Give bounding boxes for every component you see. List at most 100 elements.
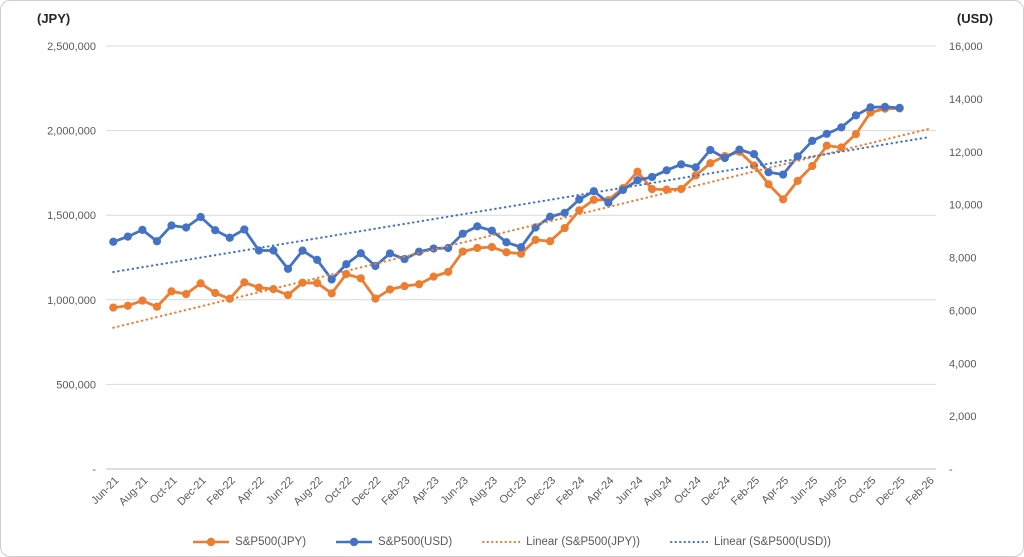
sp500-jpy-marker bbox=[327, 289, 336, 298]
sp500-jpy-marker bbox=[516, 249, 526, 258]
sp500-jpy-marker bbox=[779, 195, 788, 204]
x-axis-tick: Jun-24 bbox=[613, 475, 645, 507]
x-axis-tick: Oct-23 bbox=[497, 475, 529, 507]
sp500-jpy-marker bbox=[152, 302, 162, 311]
x-axis-tick: Feb-25 bbox=[729, 475, 762, 508]
sp500-usd-marker bbox=[400, 254, 409, 264]
sp500-usd-marker bbox=[837, 123, 846, 132]
sp500-usd-marker bbox=[880, 102, 890, 111]
sp500-usd-marker bbox=[109, 237, 118, 246]
sp500-jpy-marker bbox=[138, 296, 147, 305]
x-axis-tick: Feb-26 bbox=[904, 475, 937, 508]
legend-swatch-linear-usd-icon bbox=[669, 541, 708, 543]
x-axis-tick: Oct-25 bbox=[847, 475, 879, 507]
x-axis-tick: Dec-24 bbox=[699, 475, 733, 509]
left-axis-tick: - bbox=[92, 464, 96, 476]
sp500-jpy-marker bbox=[473, 243, 482, 253]
legend-swatch-linear-jpy-icon bbox=[482, 541, 521, 543]
sp500-jpy-marker bbox=[706, 159, 715, 168]
sp500-usd-marker bbox=[662, 166, 671, 175]
x-axis-tick: Aug-25 bbox=[816, 475, 850, 509]
sp500-usd-marker bbox=[560, 208, 569, 217]
x-axis-tick: Apr-22 bbox=[235, 475, 267, 507]
sp500-jpy-marker bbox=[313, 278, 322, 288]
sp500-usd-marker bbox=[808, 136, 817, 146]
sp500-jpy-marker bbox=[211, 288, 220, 298]
sp500-usd-marker bbox=[240, 225, 249, 234]
x-axis-tick: Dec-23 bbox=[525, 475, 559, 509]
sp500-usd-marker bbox=[706, 145, 715, 155]
sp500-usd-marker bbox=[138, 225, 147, 234]
sp500-jpy-line bbox=[111, 107, 901, 309]
sp500-jpy-marker bbox=[429, 272, 438, 281]
sp500-usd-marker bbox=[866, 103, 875, 112]
sp500-usd-marker bbox=[283, 264, 293, 273]
sp500-jpy-marker bbox=[458, 247, 467, 256]
sp500-jpy-marker bbox=[371, 294, 380, 303]
sp500-usd-marker bbox=[167, 221, 176, 230]
sp500-jpy-marker bbox=[647, 185, 657, 194]
x-axis-tick: Dec-21 bbox=[175, 475, 209, 509]
sp500-usd-marker bbox=[575, 195, 584, 204]
sp500-usd-marker bbox=[181, 223, 191, 232]
sp500-usd-marker bbox=[546, 212, 555, 221]
sp500-usd-marker bbox=[254, 246, 263, 255]
x-axis-tick: Dec-22 bbox=[350, 475, 384, 509]
sp500-usd-marker bbox=[720, 153, 729, 163]
sp500-jpy-marker bbox=[109, 303, 118, 312]
sp500-usd-marker bbox=[196, 212, 205, 222]
x-axis-tick: Oct-22 bbox=[323, 475, 355, 507]
sp500-jpy-marker bbox=[691, 171, 700, 180]
legend-item-linear-jpy: Linear (S&P500(JPY)) bbox=[482, 536, 640, 548]
sp500-usd-marker bbox=[677, 160, 686, 169]
sp500-jpy-marker bbox=[531, 235, 540, 245]
sp500-usd-marker bbox=[123, 232, 132, 241]
x-axis-tick: Apr-25 bbox=[759, 475, 791, 507]
sp500-jpy-marker bbox=[575, 206, 584, 215]
x-axis-tick: Aug-21 bbox=[117, 475, 151, 509]
legend-swatch-sp500-usd-line-icon bbox=[336, 537, 373, 547]
sp500-usd-marker bbox=[356, 249, 365, 258]
x-axis-tick: Aug-22 bbox=[292, 475, 326, 509]
right-axis-tick: 2,000 bbox=[949, 411, 977, 423]
left-axis-tick: 500,000 bbox=[56, 379, 96, 391]
sp500-usd-marker bbox=[298, 246, 307, 255]
sp500-usd-marker bbox=[225, 233, 234, 242]
legend-item-linear-usd: Linear (S&P500(USD)) bbox=[669, 536, 831, 548]
sp500-jpy-marker bbox=[633, 167, 642, 176]
sp500-usd-marker bbox=[502, 238, 511, 247]
sp500-jpy-marker bbox=[400, 281, 409, 291]
sp500-usd-marker bbox=[749, 150, 759, 159]
sp500-usd-marker bbox=[211, 226, 220, 235]
x-axis-tick: Aug-24 bbox=[641, 475, 675, 509]
sp500-usd-marker bbox=[152, 237, 162, 246]
legend: S&P500(JPY) S&P500(USD) Linear (S&P500(J… bbox=[1, 536, 1023, 548]
sp500-jpy-marker bbox=[283, 290, 293, 300]
x-axis-tick: Jun-23 bbox=[439, 475, 471, 507]
x-axis-tick: Jun-21 bbox=[89, 475, 121, 507]
right-axis-tick: 8,000 bbox=[949, 253, 977, 265]
sp500-jpy-marker bbox=[837, 143, 846, 152]
sp500-jpy-marker bbox=[196, 279, 205, 288]
sp500-jpy-marker bbox=[662, 185, 671, 194]
sp500-jpy-marker bbox=[764, 180, 773, 189]
x-axis-tick: Feb-24 bbox=[554, 475, 587, 508]
sp500-jpy-marker bbox=[167, 287, 176, 296]
sp500-jpy-marker bbox=[822, 141, 831, 150]
sp500-jpy-marker bbox=[502, 248, 511, 257]
x-axis-tick: Oct-24 bbox=[672, 475, 704, 507]
sp500-usd-marker bbox=[385, 249, 395, 258]
sp500-jpy-marker bbox=[589, 195, 598, 204]
sp500-jpy-marker bbox=[444, 267, 453, 276]
x-axis-tick: Jun-22 bbox=[264, 475, 296, 507]
sp500-jpy-marker bbox=[851, 130, 861, 139]
sp500-usd-marker bbox=[822, 129, 831, 138]
sp500-usd-marker bbox=[895, 103, 904, 112]
legend-label-sp500-usd: S&P500(USD) bbox=[378, 536, 453, 548]
x-axis-tick: Apr-23 bbox=[410, 475, 442, 507]
right-axis-tick: 6,000 bbox=[949, 305, 977, 317]
sp500-jpy-marker bbox=[560, 223, 569, 233]
sp500-jpy-marker bbox=[356, 274, 365, 283]
right-axis-tick: 12,000 bbox=[949, 147, 983, 159]
